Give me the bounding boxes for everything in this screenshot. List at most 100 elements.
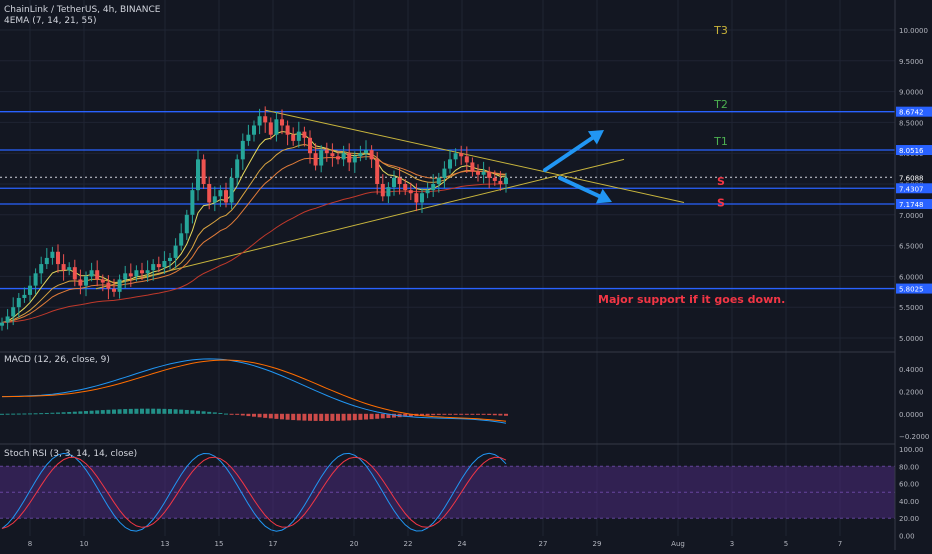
x-tick-label: 7 xyxy=(838,540,842,548)
candle-body xyxy=(224,190,228,203)
price-tick-label: 5.5000 xyxy=(899,304,924,312)
price-tick-label: 9.5000 xyxy=(899,58,924,66)
macd-histogram-bar xyxy=(291,413,296,421)
macd-histogram-bar xyxy=(168,409,172,414)
macd-histogram-bar xyxy=(425,413,430,416)
stoch-tick-label: 40.00 xyxy=(899,498,919,506)
macd-histogram-bar xyxy=(369,413,374,420)
candle-body xyxy=(5,316,10,323)
macd-histogram-bar xyxy=(319,413,324,421)
price-tag-box xyxy=(896,199,932,210)
macd-histogram-bar xyxy=(89,410,94,414)
price-tick-label: 9.0000 xyxy=(899,89,924,97)
arrow-shaft xyxy=(543,135,595,172)
macd-histogram-bar xyxy=(470,413,475,415)
stoch-tick-label: 0.00 xyxy=(899,533,915,541)
stoch-tick-label: 100.00 xyxy=(899,446,924,454)
x-tick-label: 15 xyxy=(215,540,224,548)
price-tag-box xyxy=(896,183,932,194)
macd-histogram-bar xyxy=(347,413,352,421)
macd-histogram-bar xyxy=(128,408,133,414)
candle-body xyxy=(420,193,424,203)
macd-histogram-bar xyxy=(162,408,167,414)
macd-histogram-bar xyxy=(386,413,391,418)
chart-title: ChainLink / TetherUS, 4h, BINANCE xyxy=(4,5,161,15)
candle-body xyxy=(0,322,4,326)
candle-body xyxy=(207,184,212,203)
candle-body xyxy=(100,279,105,283)
stoch-tick-label: 20.00 xyxy=(899,515,919,523)
candle-body xyxy=(274,119,279,135)
candle-body xyxy=(308,137,312,154)
candle-body xyxy=(285,125,290,135)
price-tick-label: 5.0000 xyxy=(899,335,924,343)
macd-title: MACD (12, 26, close, 9) xyxy=(4,355,110,365)
stoch-tick-label: 60.00 xyxy=(899,481,919,489)
x-tick-label: 22 xyxy=(404,540,413,548)
candle-body xyxy=(72,267,77,280)
stoch-k-line xyxy=(1,452,507,532)
macd-histogram-bar xyxy=(296,413,301,421)
candle-body xyxy=(492,177,497,181)
macd-histogram-bar xyxy=(134,408,139,414)
x-tick-label: 24 xyxy=(458,540,467,548)
candle-body xyxy=(89,270,94,277)
macd-histogram-bar xyxy=(11,413,16,415)
candle-body xyxy=(464,156,469,163)
candle-body xyxy=(84,276,88,286)
candle-body xyxy=(487,171,492,178)
macd-histogram-bar xyxy=(448,413,452,415)
macd-histogram-bar xyxy=(61,412,66,414)
macd-tick-label: −0.2000 xyxy=(899,433,929,441)
candle-body xyxy=(56,251,60,265)
candle-body xyxy=(156,264,161,268)
macd-histogram-bar xyxy=(22,413,27,415)
macd-histogram-bar xyxy=(16,413,21,415)
candle-body xyxy=(470,162,475,172)
macd-histogram-bar xyxy=(364,413,368,420)
candle-body xyxy=(403,184,408,191)
macd-histogram-bar xyxy=(78,411,83,414)
macd-histogram-bar xyxy=(56,412,60,414)
descending-trendline xyxy=(264,109,685,203)
macd-histogram-bar xyxy=(313,413,318,421)
macd-histogram-bar xyxy=(268,413,273,419)
ema-indicator-label: 4EMA (7, 14, 21, 55) xyxy=(4,16,96,26)
candle-body xyxy=(375,159,380,184)
macd-histogram-bar xyxy=(330,413,335,421)
x-tick-label: 13 xyxy=(161,540,170,548)
candle-body xyxy=(380,184,385,197)
x-tick-label: 29 xyxy=(593,540,602,548)
macd-histogram-bar xyxy=(504,413,508,416)
candle-body xyxy=(67,267,72,271)
candle-body xyxy=(504,177,508,184)
candle-body xyxy=(235,159,240,178)
macd-histogram-bar xyxy=(380,413,385,419)
macd-histogram-bar xyxy=(201,411,206,414)
candle-body xyxy=(352,156,357,163)
macd-histogram-bar xyxy=(336,413,340,421)
candle-body xyxy=(324,150,329,154)
candle-body xyxy=(162,261,167,268)
macd-tick-label: 0.4000 xyxy=(899,366,924,374)
macd-histogram-bar xyxy=(5,413,10,415)
candle-body xyxy=(459,153,464,157)
macd-histogram-bar xyxy=(403,413,408,417)
candle-body xyxy=(201,159,206,184)
macd-histogram-bar xyxy=(358,413,363,420)
candle-body xyxy=(39,264,44,274)
macd-histogram-bar xyxy=(72,411,77,414)
macd-histogram-bar xyxy=(140,408,144,414)
x-tick-label: 17 xyxy=(269,540,278,548)
price-tag-box xyxy=(896,145,932,156)
candle-body xyxy=(448,159,452,169)
price-tag-label: 7.6088 xyxy=(899,174,924,182)
macd-histogram-bar xyxy=(184,409,189,414)
candle-body xyxy=(369,150,374,160)
macd-histogram-bar xyxy=(196,410,200,414)
price-tick-label: 6.5000 xyxy=(899,243,924,251)
macd-histogram-bar xyxy=(39,413,44,415)
candle-body xyxy=(11,307,16,317)
candle-body xyxy=(291,134,296,141)
macd-histogram-bar xyxy=(302,413,307,421)
